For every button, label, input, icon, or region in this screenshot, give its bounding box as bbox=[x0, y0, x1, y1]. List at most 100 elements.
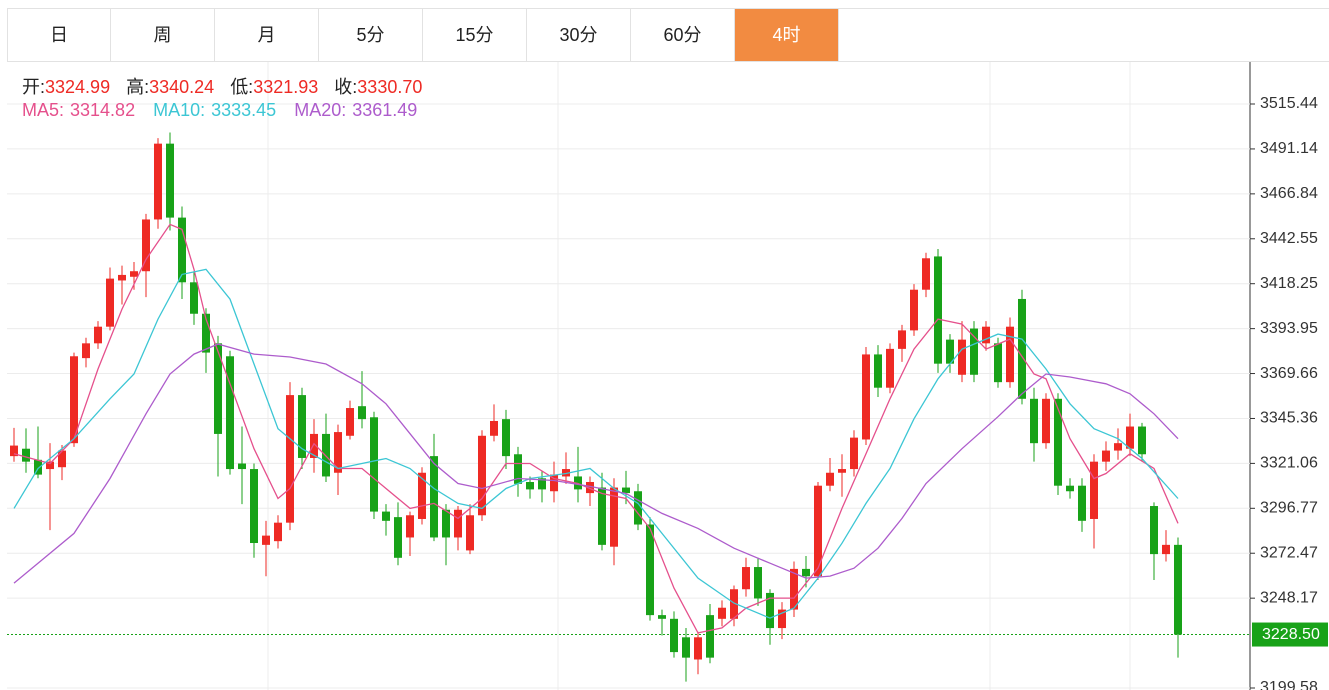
period-tab[interactable]: 30分 bbox=[527, 9, 631, 61]
candle-body bbox=[1114, 443, 1122, 451]
candle-body bbox=[118, 274, 126, 281]
candle-body bbox=[982, 326, 990, 344]
candle-body bbox=[1102, 450, 1110, 462]
ma-line bbox=[13, 268, 1179, 619]
candle-body bbox=[850, 437, 858, 470]
candle-body bbox=[874, 354, 882, 388]
candle-body bbox=[802, 568, 810, 577]
candle-body bbox=[370, 417, 378, 512]
candle-body bbox=[202, 313, 210, 353]
candle-body bbox=[466, 515, 474, 551]
candle-body bbox=[82, 343, 90, 359]
y-tick-label: 3393.95 bbox=[1260, 320, 1318, 337]
period-tab[interactable]: 4时 bbox=[735, 9, 839, 61]
candle-body bbox=[478, 435, 486, 516]
candle-body bbox=[1018, 298, 1026, 399]
candle-body bbox=[106, 278, 114, 327]
candle-body bbox=[1066, 485, 1074, 492]
candle-body bbox=[778, 609, 786, 629]
candle-body bbox=[886, 348, 894, 388]
candle-body bbox=[562, 469, 570, 477]
candle-body bbox=[262, 535, 270, 545]
candle-body bbox=[250, 469, 258, 544]
candle-body bbox=[382, 511, 390, 521]
ma-value: 3333.45 bbox=[211, 100, 277, 120]
period-tab[interactable]: 15分 bbox=[423, 9, 527, 61]
candle-body bbox=[754, 567, 762, 599]
candle-body bbox=[1150, 506, 1158, 555]
candle-body bbox=[190, 282, 198, 314]
candle-body bbox=[46, 461, 54, 470]
candle-body bbox=[34, 459, 42, 475]
candle-body bbox=[418, 472, 426, 519]
candle-body bbox=[730, 589, 738, 619]
candle-body bbox=[22, 448, 30, 462]
candle-body bbox=[310, 433, 318, 458]
ma-value: 3361.49 bbox=[352, 100, 418, 120]
candle-body bbox=[550, 474, 558, 492]
y-tick-label: 3199.58 bbox=[1260, 679, 1318, 690]
ma-label: MA10: bbox=[153, 100, 206, 120]
candle-body bbox=[526, 481, 534, 490]
candle-body bbox=[346, 408, 354, 436]
candle-body bbox=[490, 420, 498, 436]
candle-body bbox=[694, 637, 702, 660]
candle-body bbox=[1054, 398, 1062, 486]
candle-body bbox=[430, 456, 438, 538]
candle-body bbox=[10, 445, 18, 457]
candle-body bbox=[826, 472, 834, 486]
ohlc-label: 开: bbox=[22, 77, 46, 97]
candle-body bbox=[946, 339, 954, 364]
ma-line bbox=[13, 343, 1179, 584]
period-tabs: 日周月 5分 15分 30分 60分 4时 bbox=[7, 8, 1329, 62]
candle-body bbox=[1162, 544, 1170, 555]
ohlc-label: 高: bbox=[126, 77, 150, 97]
candle-body bbox=[910, 289, 918, 331]
candle-body bbox=[334, 432, 342, 473]
period-tab[interactable]: 周 bbox=[111, 9, 215, 61]
period-tab[interactable]: 日 bbox=[7, 9, 111, 61]
candle-body bbox=[634, 491, 642, 525]
candle-body bbox=[610, 487, 618, 547]
y-tick-label: 3272.47 bbox=[1260, 544, 1318, 561]
ohlc-label: 收: bbox=[334, 77, 358, 97]
candle-body bbox=[454, 509, 462, 538]
candle-body bbox=[1126, 426, 1134, 449]
candle-body bbox=[790, 568, 798, 610]
candle-body bbox=[178, 217, 186, 283]
last-price-box bbox=[1252, 622, 1328, 647]
period-tab[interactable]: 60分 bbox=[631, 9, 735, 61]
y-tick-label: 3442.55 bbox=[1260, 230, 1318, 247]
candle-body bbox=[130, 271, 138, 277]
ohlc-value: 3321.93 bbox=[253, 77, 319, 97]
period-tab[interactable]: 5分 bbox=[319, 9, 423, 61]
candle-body bbox=[862, 354, 870, 440]
y-tick-label: 3418.25 bbox=[1260, 275, 1318, 292]
ma-label: MA5: bbox=[22, 100, 65, 120]
candle-body bbox=[274, 522, 282, 542]
candle-body bbox=[238, 463, 246, 470]
candle-body bbox=[214, 343, 222, 434]
y-tick-label: 3491.14 bbox=[1260, 140, 1318, 157]
candles bbox=[10, 132, 1182, 682]
ohlc-header: 开:3324.99 高:3340.24 低:3321.93 收:3330.70 bbox=[22, 73, 438, 99]
ohlc-label: 低: bbox=[230, 77, 254, 97]
ma-value: 3314.82 bbox=[70, 100, 136, 120]
candle-body bbox=[94, 326, 102, 344]
period-tab[interactable]: 月 bbox=[215, 9, 319, 61]
candle-body bbox=[814, 485, 822, 577]
ohlc-value: 3324.99 bbox=[45, 77, 111, 97]
candle-body bbox=[658, 615, 666, 619]
y-tick-label: 3345.36 bbox=[1260, 410, 1318, 427]
candle-body bbox=[742, 567, 750, 590]
candle-body bbox=[670, 618, 678, 653]
y-tick-label: 3248.17 bbox=[1260, 589, 1318, 606]
ma-label: MA20: bbox=[294, 100, 347, 120]
candle-body bbox=[994, 343, 1002, 383]
candle-body bbox=[838, 469, 846, 473]
candle-body bbox=[1090, 461, 1098, 519]
candle-body bbox=[406, 515, 414, 538]
last-price-label: 3228.50 bbox=[1262, 626, 1320, 643]
